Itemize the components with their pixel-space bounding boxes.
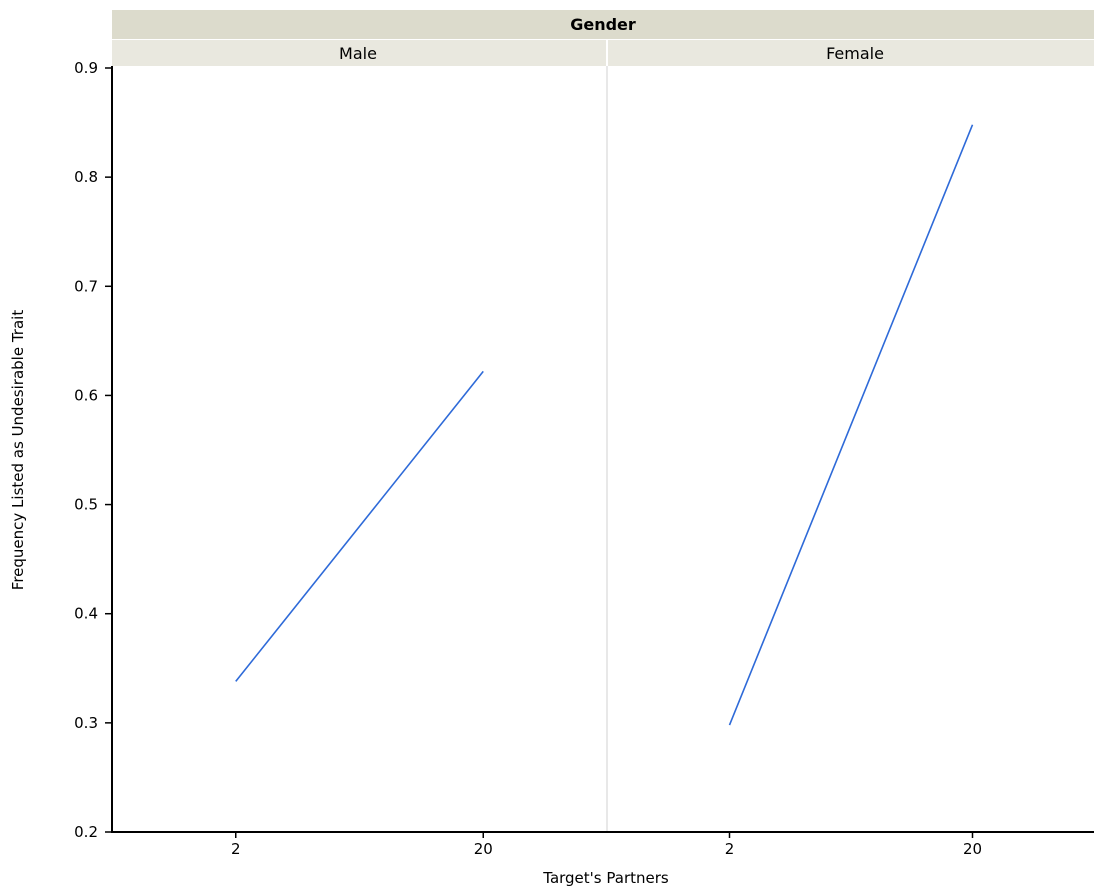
x-tick-label: 2 — [231, 840, 241, 858]
y-tick-label: 0.5 — [74, 496, 98, 514]
group-header-bar — [112, 10, 1094, 39]
y-tick-label: 0.2 — [74, 823, 98, 841]
x-tick-label: 20 — [963, 840, 982, 858]
header: Gender Male Female — [112, 10, 1094, 66]
y-tick-label: 0.3 — [74, 714, 98, 732]
x-tick-label: 2 — [725, 840, 735, 858]
y-tick-label: 0.7 — [74, 277, 98, 295]
panel-header-female — [608, 40, 1094, 66]
group-title: Gender — [570, 15, 636, 34]
y-tick-label: 0.6 — [74, 386, 98, 404]
y-tick-label: 0.4 — [74, 605, 98, 623]
series-line-female — [728, 124, 974, 726]
y-axis-title: Frequency Listed as Undesirable Trait — [9, 310, 27, 591]
x-axis-title: Target's Partners — [542, 869, 669, 887]
panel-header-male — [112, 40, 606, 66]
x-tick-label: 20 — [474, 840, 493, 858]
y-axis: 0.2 0.3 0.4 0.5 0.6 0.7 0.8 0.9 — [74, 59, 113, 841]
series-layer — [235, 124, 974, 726]
y-tick-label: 0.8 — [74, 168, 98, 186]
y-tick-label: 0.9 — [74, 59, 98, 77]
series-line-male — [235, 370, 484, 682]
x-axis: 2 20 2 20 — [112, 831, 1094, 858]
panel-title-male: Male — [339, 44, 377, 63]
panel-title-female: Female — [826, 44, 884, 63]
